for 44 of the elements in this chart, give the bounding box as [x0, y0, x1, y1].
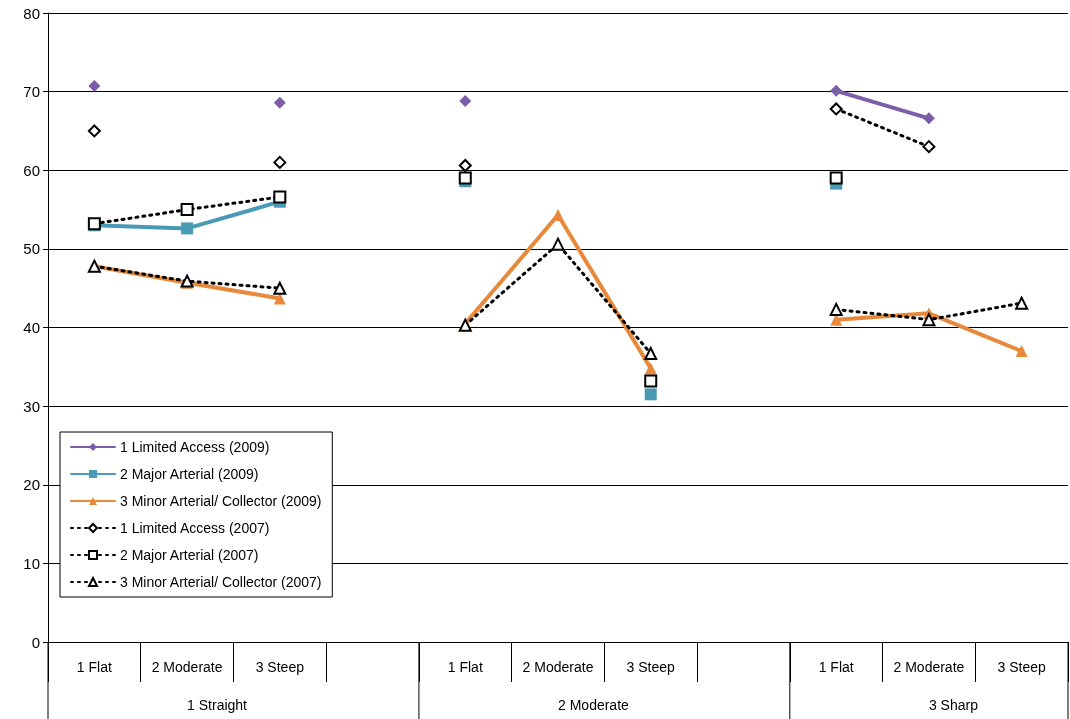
point	[552, 209, 564, 222]
point	[922, 112, 935, 125]
x-tick-label: 3 Steep	[255, 659, 305, 675]
legend-label: 1 Limited Access (2007)	[120, 520, 270, 536]
point	[922, 313, 936, 327]
text: 2 Moderate	[558, 697, 630, 713]
x-tick-label: 1 Flat	[818, 659, 854, 675]
point	[1015, 345, 1028, 358]
point	[644, 362, 657, 375]
y-tick-label: 50	[23, 240, 40, 258]
x-tick-label: 2 Moderate	[893, 659, 965, 675]
x-tick-label: 1 Flat	[447, 659, 483, 675]
text: 3 Sharp	[928, 697, 979, 713]
y-tick-label: 80	[23, 4, 40, 22]
x-tick-label: 3 Steep	[626, 659, 676, 675]
text: 1 Straight	[187, 697, 248, 713]
legend-label: 1 Limited Access (2009)	[120, 439, 270, 455]
point	[644, 388, 657, 401]
y-tick-label: 60	[23, 161, 40, 179]
point	[644, 374, 658, 388]
x-tick-label: 3 Steep	[997, 659, 1046, 675]
point	[459, 95, 472, 108]
point	[180, 203, 194, 217]
x-tick-label: 1 Flat	[76, 659, 112, 675]
y-tick-label: 70	[23, 83, 40, 101]
point	[829, 171, 843, 185]
y-tick-label: 40	[23, 319, 40, 336]
point	[273, 96, 286, 109]
point	[830, 84, 843, 97]
x-tick-label: 2 Moderate	[151, 659, 223, 675]
legend-label: 2 Major Arterial (2009)	[120, 466, 259, 482]
point	[88, 80, 101, 93]
legend-label: 3 Minor Arterial/ Collector (2009)	[120, 493, 322, 509]
point	[181, 222, 194, 235]
y-tick-label: 10	[23, 554, 40, 572]
point	[458, 171, 472, 185]
y-tick-label: 0	[31, 633, 40, 651]
legend-label: 2 Major Arterial (2007)	[120, 547, 259, 563]
y-tick-label: 30	[23, 397, 40, 415]
point	[273, 190, 287, 204]
x-tick-label: 2 Moderate	[522, 659, 594, 675]
y-tick-label: 20	[23, 476, 40, 494]
point	[922, 140, 936, 154]
legend-label: 3 Minor Arterial/ Collector (2007)	[120, 574, 322, 590]
